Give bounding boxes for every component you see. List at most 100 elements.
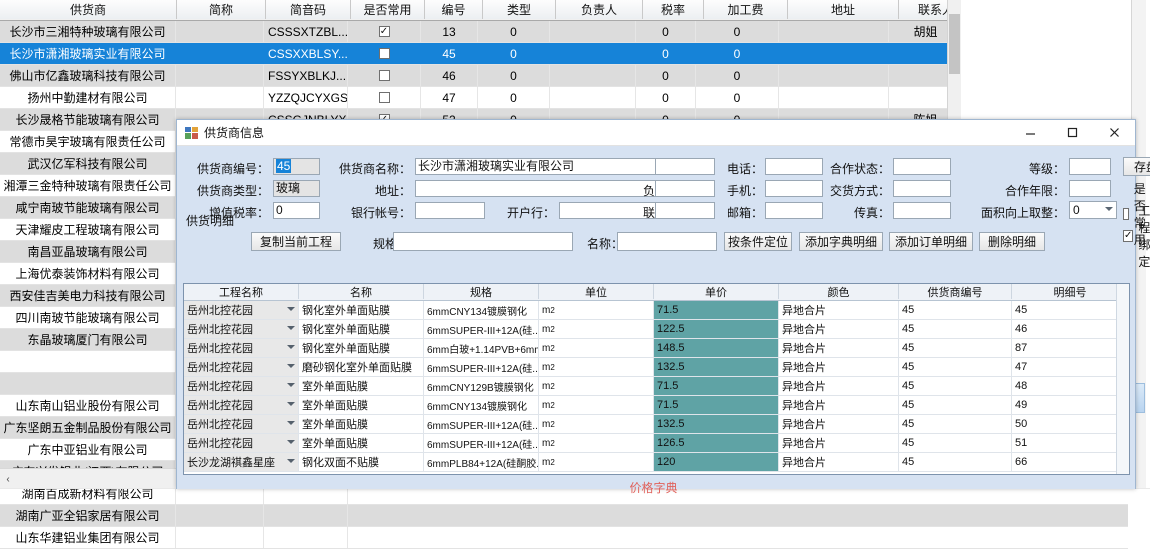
- cell-name[interactable]: 磨砂钢化室外单面贴膜: [299, 358, 424, 376]
- supplier-name-input[interactable]: 长沙市潇湘玻璃实业有限公司: [415, 158, 705, 175]
- cell-name[interactable]: 钢化室外单面贴膜: [299, 320, 424, 338]
- cell-detail-no[interactable]: 51: [1012, 434, 1129, 452]
- cell-supplier-no[interactable]: 45: [899, 396, 1012, 414]
- cell-project[interactable]: 岳州北控花园: [184, 434, 299, 452]
- contact-input[interactable]: [655, 202, 715, 219]
- cell-price[interactable]: 126.5: [654, 434, 779, 452]
- cell-detail-no[interactable]: 66: [1012, 453, 1129, 471]
- cell-price[interactable]: 120: [654, 453, 779, 471]
- detail-column-detail-no[interactable]: 明细号: [1012, 284, 1129, 299]
- abbr-input[interactable]: [655, 158, 715, 175]
- column-header-type[interactable]: 类型: [483, 0, 556, 19]
- cell-color[interactable]: 异地合片: [779, 396, 899, 414]
- phone-input[interactable]: [765, 158, 823, 175]
- cell-detail-no[interactable]: 47: [1012, 358, 1129, 376]
- cell-project[interactable]: 岳州北控花园: [184, 320, 299, 338]
- cell-price[interactable]: 71.5: [654, 301, 779, 319]
- supplier-grid-vertical-scrollbar[interactable]: [947, 0, 961, 119]
- fax-input[interactable]: [893, 202, 951, 219]
- cell-detail-no[interactable]: 50: [1012, 415, 1129, 433]
- cell-spec[interactable]: 6mm白玻+1.14PVB+6mm...: [424, 339, 539, 357]
- cell-supplier-no[interactable]: 45: [899, 453, 1012, 471]
- save-return-button[interactable]: 存盘返回: [1123, 157, 1150, 176]
- cell-detail-no[interactable]: 45: [1012, 301, 1129, 319]
- cell-color[interactable]: 异地合片: [779, 301, 899, 319]
- column-header-address[interactable]: 地址: [788, 0, 899, 19]
- dialog-title-bar[interactable]: 供货商信息: [177, 120, 1135, 146]
- detail-column-color[interactable]: 颜色: [779, 284, 899, 299]
- cell-supplier-no[interactable]: 45: [899, 358, 1012, 376]
- cell-name[interactable]: 室外单面贴膜: [299, 434, 424, 452]
- delete-detail-button[interactable]: 删除明细: [979, 232, 1045, 251]
- cell-color[interactable]: 异地合片: [779, 453, 899, 471]
- row-checkbox[interactable]: [378, 48, 390, 59]
- column-header-common[interactable]: 是否常用: [351, 0, 425, 19]
- cell-detail-no[interactable]: 46: [1012, 320, 1129, 338]
- cell-spec[interactable]: 6mmSUPER-III+12A(硅...: [424, 434, 539, 452]
- cell-common[interactable]: [348, 65, 421, 86]
- cell-spec[interactable]: 6mmCNY134镀膜钢化: [424, 301, 539, 319]
- table-row[interactable]: 岳州北控花园 室外单面贴膜 6mmSUPER-III+12A(硅... m 2 132.5…: [184, 415, 1129, 434]
- checkbox-box[interactable]: [1123, 208, 1129, 220]
- add-order-detail-button[interactable]: 添加订单明细: [889, 232, 973, 251]
- cell-spec[interactable]: 6mmCNY129B镀膜钢化: [424, 377, 539, 395]
- grade-input[interactable]: [1069, 158, 1111, 175]
- row-checkbox[interactable]: ✓: [378, 25, 390, 37]
- cell-name[interactable]: 钢化双面不贴膜: [299, 453, 424, 471]
- column-header-fee[interactable]: 加工费: [704, 0, 788, 19]
- cell-name[interactable]: 室外单面贴膜: [299, 415, 424, 433]
- cell-supplier-no[interactable]: 45: [899, 415, 1012, 433]
- maximize-icon[interactable]: [1051, 120, 1093, 145]
- scroll-left-arrow-icon[interactable]: ‹: [6, 473, 10, 485]
- table-row[interactable]: 岳州北控花园 磨砂钢化室外单面贴膜 6mmSUPER-III+12A(硅... m 2 1…: [184, 358, 1129, 377]
- email-input[interactable]: [765, 202, 823, 219]
- cell-project[interactable]: 长沙龙湖祺鑫星座: [184, 453, 299, 471]
- vat-input[interactable]: 0: [273, 202, 320, 219]
- detail-column-price[interactable]: 单价: [654, 284, 779, 299]
- checkbox-box[interactable]: ✓: [1123, 230, 1134, 242]
- cell-common[interactable]: ✓: [348, 21, 421, 42]
- cell-color[interactable]: 异地合片: [779, 377, 899, 395]
- table-row[interactable]: 岳州北控花园 钢化室外单面贴膜 6mmCNY134镀膜钢化 m 2 71.5 异地合片 45 4…: [184, 301, 1129, 320]
- column-header-no[interactable]: 编号: [425, 0, 483, 19]
- cell-price[interactable]: 132.5: [654, 415, 779, 433]
- area-round-select[interactable]: 0: [1069, 201, 1117, 219]
- locate-by-condition-button[interactable]: 按条件定位: [724, 232, 792, 251]
- cell-color[interactable]: 异地合片: [779, 415, 899, 433]
- cell-supplier-no[interactable]: 45: [899, 339, 1012, 357]
- cell-supplier-no[interactable]: 45: [899, 434, 1012, 452]
- detail-column-unit[interactable]: 单位: [539, 284, 654, 299]
- cell-project[interactable]: 岳州北控花园: [184, 377, 299, 395]
- coop-state-input[interactable]: [893, 158, 951, 175]
- supplier-no-input[interactable]: 45: [273, 158, 320, 175]
- mobile-input[interactable]: [765, 180, 823, 197]
- table-row[interactable]: 长沙市三湘特种玻璃有限公司 CSSSXTZBL... ✓ 13 0 0 0 胡姐: [0, 21, 1128, 43]
- cell-supplier-no[interactable]: 45: [899, 320, 1012, 338]
- close-icon[interactable]: [1093, 120, 1135, 145]
- cell-name[interactable]: 室外单面贴膜: [299, 377, 424, 395]
- supply-detail-grid[interactable]: 工程名称 名称 规格 单位 单价 颜色 供货商编号 明细号 岳州北控花园 钢化室外…: [183, 283, 1130, 475]
- cell-project[interactable]: 岳州北控花园: [184, 339, 299, 357]
- column-header-tax[interactable]: 税率: [643, 0, 704, 19]
- list-item[interactable]: 山东华建铝业集团有限公司: [0, 527, 1128, 549]
- coop-years-input[interactable]: [1069, 180, 1111, 197]
- cell-project[interactable]: 岳州北控花园: [184, 415, 299, 433]
- cell-color[interactable]: 异地合片: [779, 434, 899, 452]
- table-row[interactable]: 长沙市潇湘玻璃实业有限公司 CSSXXBLSY... 45 0 0 0: [0, 43, 1128, 65]
- cell-project[interactable]: 岳州北控花园: [184, 301, 299, 319]
- table-row[interactable]: 扬州中勤建材有限公司 YZZQJCYXGS 47 0 0 0: [0, 87, 1128, 109]
- project-bind-checkbox[interactable]: ✓ 工程绑定: [1123, 202, 1150, 270]
- cell-name[interactable]: 钢化室外单面贴膜: [299, 339, 424, 357]
- cell-price[interactable]: 148.5: [654, 339, 779, 357]
- cell-supplier-no[interactable]: 45: [899, 301, 1012, 319]
- cell-project[interactable]: 岳州北控花园: [184, 358, 299, 376]
- table-row[interactable]: 佛山市亿鑫玻璃科技有限公司 FSSYXBLKJ... 46 0 0 0: [0, 65, 1128, 87]
- cell-detail-no[interactable]: 87: [1012, 339, 1129, 357]
- detail-grid-vertical-scrollbar[interactable]: [1116, 284, 1129, 474]
- table-row[interactable]: 岳州北控花园 钢化室外单面贴膜 6mmSUPER-III+12A(硅... m 2 122…: [184, 320, 1129, 339]
- row-checkbox[interactable]: [378, 70, 390, 81]
- delivery-input[interactable]: [893, 180, 951, 197]
